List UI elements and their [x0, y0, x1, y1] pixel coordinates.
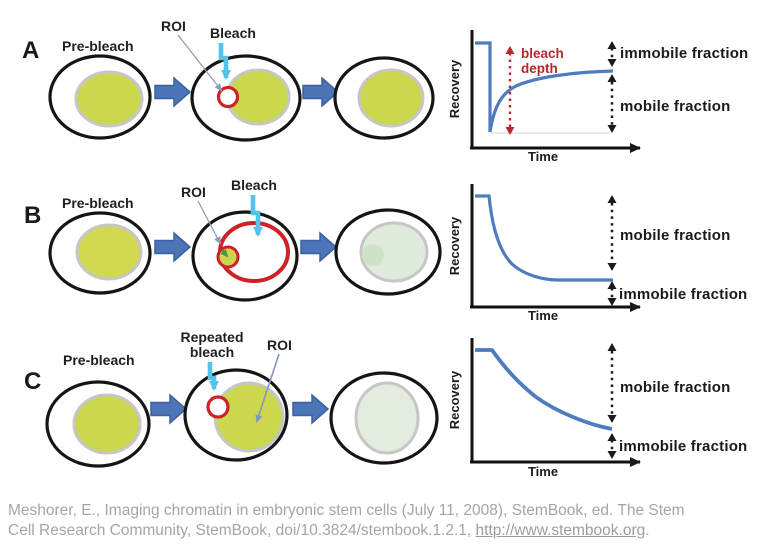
y-axis-label: Recovery	[447, 59, 462, 118]
roi-spared-spot	[216, 245, 240, 269]
step-arrow-icon	[300, 231, 338, 263]
mobile-fraction-arrow	[607, 195, 617, 271]
bottom-fraction-label: immobile fraction	[619, 438, 747, 455]
panel-a-bleach-label: Bleach	[210, 25, 256, 41]
bleach-arrow-icon	[207, 362, 219, 391]
citation: Meshorer, E., Imaging chromatin in embry…	[8, 501, 768, 540]
panel-a-pre-bleach-label: Pre-bleach	[62, 38, 134, 54]
top-fraction-label: immobile fraction	[620, 45, 748, 62]
bleach-depth-label-line2: depth	[521, 61, 558, 76]
x-axis-label: Time	[528, 308, 558, 323]
roi-pointer-line	[197, 200, 221, 245]
bleach-depth-label-line1: bleach	[521, 46, 564, 61]
panel-a-cell-recovered	[333, 56, 435, 140]
citation-line1: Meshorer, E., Imaging chromatin in embry…	[8, 502, 685, 519]
panel-a-roi-label: ROI	[161, 18, 186, 34]
panel-b-pre-bleach-label: Pre-bleach	[62, 195, 134, 211]
gradual-loss-curve	[475, 348, 613, 431]
nucleus	[359, 221, 429, 283]
panel-b: B Pre-bleach ROI Bleach Recovery Time	[24, 177, 747, 323]
roi-inner-arrow-icon	[220, 249, 229, 258]
panel-b-roi-label: ROI	[181, 184, 206, 200]
mobile-fraction-arrow	[607, 74, 617, 133]
panel-c-repeated-bleach-label-line1: Repeated	[180, 329, 243, 345]
step-arrow-icon	[154, 76, 192, 108]
step-arrow-icon	[154, 231, 192, 263]
panel-c-cell-prebleach	[45, 380, 151, 468]
x-axis-label: Time	[528, 149, 558, 164]
panel-b-cell-prebleach	[48, 211, 152, 295]
panel-a-letter: A	[22, 37, 39, 64]
bleach-arrow-icon	[218, 43, 231, 80]
recovery-curve	[475, 41, 614, 133]
citation-line2-suffix: .	[645, 521, 650, 539]
roi-pointer-line	[255, 353, 280, 423]
step-arrow-icon	[150, 393, 188, 425]
panel-b-cell-bleached	[334, 208, 442, 296]
panel-a-cell-bleach	[190, 54, 302, 142]
loss-curve	[475, 194, 613, 282]
panel-c-roi-label: ROI	[267, 337, 292, 353]
panel-c-cell-bleached	[329, 371, 439, 465]
nucleus	[74, 70, 144, 128]
bottom-fraction-label: immobile fraction	[619, 286, 747, 303]
residual-roi-spot	[362, 244, 384, 266]
step-arrow-icon	[292, 393, 330, 425]
panel-c-letter: C	[24, 368, 41, 395]
nucleus	[354, 381, 420, 455]
citation-line2-prefix: Cell Research Community, StemBook, doi/1…	[8, 521, 476, 539]
step-arrow-icon	[302, 76, 340, 108]
mobile-fraction-arrow	[607, 343, 617, 423]
panel-a-graph: Recovery Time bleach depth immobile frac…	[447, 30, 748, 164]
panel-c-repeated-bleach-label-line2: bleach	[190, 344, 234, 360]
repeated-bleach-spot	[206, 395, 230, 419]
nucleus	[72, 393, 142, 455]
panel-b-bleach-label: Bleach	[231, 177, 277, 193]
nucleus	[75, 223, 143, 281]
panel-b-letter: B	[24, 202, 41, 229]
panel-b-graph: Recovery Time mobile fraction immobile f…	[447, 184, 747, 323]
bleach-arrow-icon	[250, 195, 263, 237]
panel-c: C Pre-bleach Repeated bleach ROI Recover…	[24, 329, 747, 479]
immobile-fraction-arrow	[607, 281, 617, 306]
top-fraction-label: mobile fraction	[620, 379, 731, 396]
y-axis-label: Recovery	[447, 216, 462, 275]
panel-c-cell-bleach	[183, 368, 289, 462]
citation-link[interactable]: http://www.stembook.org	[475, 521, 646, 539]
panel-b-cell-bleach	[191, 210, 299, 302]
nucleus	[357, 68, 425, 128]
y-axis-label: Recovery	[447, 370, 462, 429]
bleach-depth-arrow	[505, 46, 515, 135]
panel-a: A Pre-bleach ROI Bleach Recovery Time	[22, 18, 748, 164]
immobile-fraction-arrow	[607, 433, 617, 459]
nucleus	[213, 381, 285, 453]
panel-c-graph: Recovery Time mobile fraction immobile f…	[447, 338, 747, 479]
top-fraction-label: mobile fraction	[620, 227, 731, 244]
roi-pointer-line	[177, 34, 223, 92]
immobile-fraction-arrow	[607, 41, 617, 67]
panel-c-pre-bleach-label: Pre-bleach	[63, 352, 135, 368]
x-axis-label: Time	[528, 464, 558, 479]
frap-flip-diagram: A Pre-bleach ROI Bleach Recovery Time	[22, 18, 748, 479]
bottom-fraction-label: mobile fraction	[620, 98, 731, 115]
roi-bleach-spot	[216, 85, 240, 109]
panel-a-cell-prebleach	[48, 54, 152, 140]
